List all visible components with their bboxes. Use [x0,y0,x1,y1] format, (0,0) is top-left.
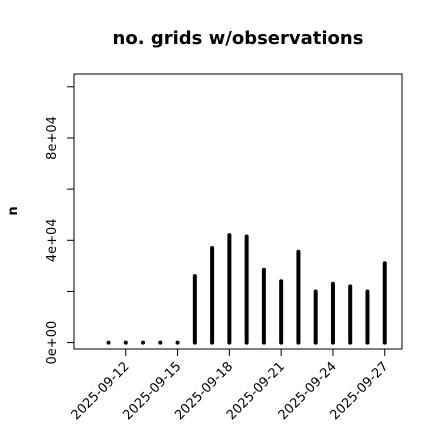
y-tick-label: 4e+04 [45,218,60,262]
y-tick-label: 0e+00 [45,321,60,365]
y-axis: 0e+00 4e+04 8e+04 [45,86,74,365]
y-tick-label: 8e+04 [45,116,60,160]
bars [106,233,387,345]
x-axis: 2025-09-122025-09-152025-09-182025-09-21… [69,349,392,423]
plot-frame [73,73,403,350]
y-axis-label: n [6,206,21,215]
chart-title: no. grids w/observations [113,28,364,49]
